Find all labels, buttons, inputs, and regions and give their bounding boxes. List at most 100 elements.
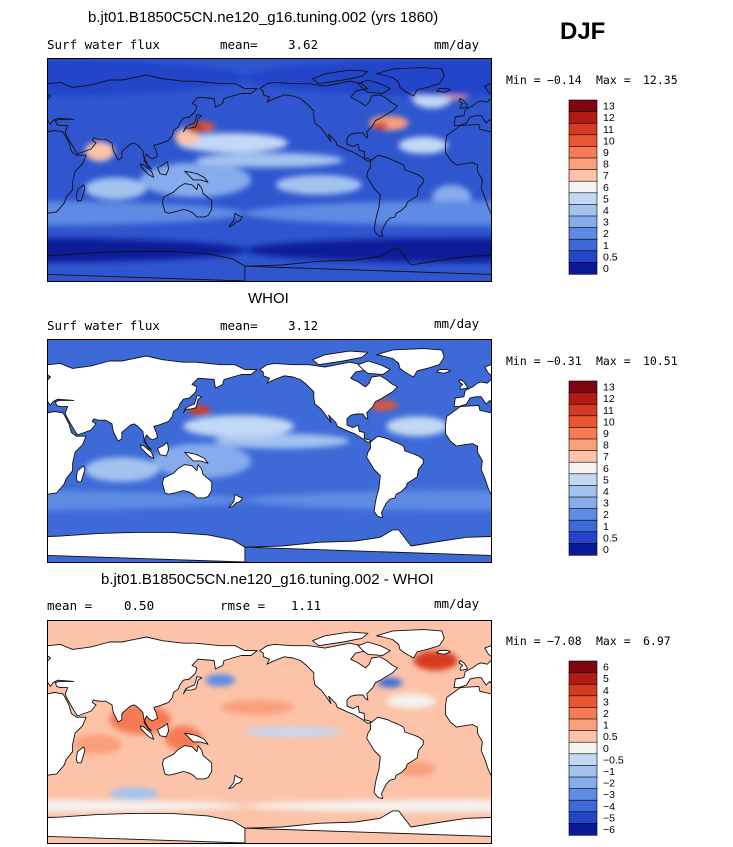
- panel1-stat-label: mean=: [220, 37, 258, 52]
- colorbar-tick-label: 12: [603, 112, 615, 124]
- panel1-stat-value: 3.62: [288, 37, 319, 52]
- landmass-newzealand: [228, 212, 243, 228]
- colorbar-swatch: [568, 695, 598, 708]
- colorbar-tick-label: 9: [603, 428, 609, 440]
- landmass-iceland: [436, 369, 451, 374]
- colorbar-swatch: [568, 122, 598, 136]
- panel3-rmse-label: rmse =: [220, 598, 266, 613]
- panel1-title: b.jt01.B1850C5CN.ne120_g16.tuning.002 (y…: [88, 9, 439, 26]
- map-svg-1: [48, 340, 491, 562]
- colorbar-swatch: [568, 823, 598, 836]
- field-anomaly: [275, 174, 362, 195]
- landmass-antarctica: [244, 810, 491, 837]
- colorbar-swatch: [568, 811, 598, 825]
- field-anomaly: [386, 416, 449, 437]
- colorbar-tick-label: 2: [603, 228, 609, 240]
- landmass-sumatra: [139, 444, 155, 459]
- colorbar-swatch: [568, 496, 598, 510]
- landmass-antarctica: [48, 812, 246, 843]
- colorbar-swatch: [568, 799, 598, 813]
- field-anomaly: [164, 725, 202, 751]
- landmass-newguinea: [184, 170, 209, 183]
- panel1-max-value: 12.35: [643, 73, 678, 87]
- landmass-arctic_islands: [312, 69, 369, 85]
- colorbar-swatch: [568, 508, 598, 521]
- landmass-borneo: [157, 160, 170, 176]
- landmass-arctic_islands: [312, 631, 369, 647]
- panel1-units: mm/day: [434, 37, 480, 52]
- colorbar-tick-label: −3: [603, 789, 615, 801]
- colorbar-swatch: [568, 146, 598, 159]
- field-anomaly: [195, 152, 344, 168]
- colorbar-tick-label: 13: [603, 101, 615, 113]
- colorbar-tick-label: 0.5: [603, 251, 618, 263]
- colorbar-tick-label: 10: [603, 135, 615, 147]
- landmass-borneo: [157, 441, 170, 457]
- landmass-japan: [182, 676, 203, 695]
- field-anomaly: [205, 674, 236, 687]
- colorbar-tick-label: 2: [603, 509, 609, 521]
- landmass-greenland: [376, 348, 445, 378]
- colorbar-swatch: [568, 134, 598, 147]
- colorbar-tick-label: 3: [603, 498, 609, 510]
- panel2-max-value: 10.51: [643, 354, 678, 368]
- landmass-africa: [445, 685, 491, 776]
- colorbar-tick-label: 0: [603, 263, 609, 275]
- landmass-eurasia: [48, 636, 258, 732]
- colorbar-swatch: [568, 519, 598, 533]
- colorbar-swatch: [568, 227, 598, 240]
- field-anomaly: [377, 677, 403, 688]
- landmass-iceland: [436, 88, 451, 93]
- colorbar-tick-label: 3: [603, 696, 609, 708]
- landmass-madagascar: [75, 465, 86, 483]
- panel3-max-label: Max =: [596, 634, 631, 648]
- field-anomaly: [214, 433, 350, 449]
- panel3-min-label: Min =: [506, 634, 541, 648]
- field-anomaly: [84, 141, 115, 162]
- field-anomaly: [413, 650, 458, 671]
- panel3-title: b.jt01.B1850C5CN.ne120_g16.tuning.002 - …: [101, 571, 434, 588]
- field-anomaly: [398, 761, 436, 777]
- colorbar-swatch: [568, 169, 598, 182]
- field-anomaly: [244, 799, 491, 813]
- landmass-africa: [445, 123, 491, 214]
- landmass-uk: [458, 379, 469, 390]
- panel3-rmse-value: 1.11: [291, 598, 322, 613]
- landmass-newzealand: [228, 493, 243, 509]
- panel2-max-label: Max =: [596, 354, 631, 368]
- landmass-japan: [182, 395, 203, 414]
- field-anomaly: [48, 237, 245, 263]
- panel2-title: WHOI: [248, 290, 289, 307]
- colorbar-swatch: [568, 707, 598, 720]
- field-anomaly: [386, 693, 436, 709]
- colorbar-tick-label: 10: [603, 416, 615, 428]
- field-anomaly: [48, 799, 245, 813]
- landmass-eurasia: [48, 74, 258, 170]
- landmass-newguinea: [184, 451, 209, 464]
- colorbar-swatch: [568, 262, 598, 275]
- colorbar-tick-label: −0.5: [603, 754, 624, 766]
- landmass-australia: [161, 464, 213, 499]
- colorbar-tick-label: 9: [603, 147, 609, 159]
- colorbar-swatch: [568, 204, 598, 217]
- colorbar-tick-label: −4: [603, 801, 615, 813]
- field-anomaly: [398, 136, 448, 154]
- colorbar-swatch: [568, 683, 598, 697]
- landmass-australia: [161, 745, 213, 780]
- panel1-min-value: −0.14: [547, 73, 582, 87]
- landmass-arctic_islands: [312, 350, 369, 366]
- colorbar-tick-label: 8: [603, 159, 609, 171]
- colorbar-tick-label: 4: [603, 486, 609, 498]
- field-anomaly: [367, 400, 398, 411]
- panel3-mean-label: mean =: [47, 598, 93, 613]
- colorbar-swatch: [568, 250, 598, 264]
- colorbar-swatch: [568, 99, 598, 113]
- colorbar-swatch: [568, 403, 598, 417]
- colorbar-tick-label: 0: [603, 544, 609, 556]
- landmass-baffin: [357, 360, 391, 375]
- panel1-map: [47, 58, 492, 282]
- panel1-left-label: Surf water flux: [47, 37, 160, 52]
- field-anomaly: [177, 133, 288, 153]
